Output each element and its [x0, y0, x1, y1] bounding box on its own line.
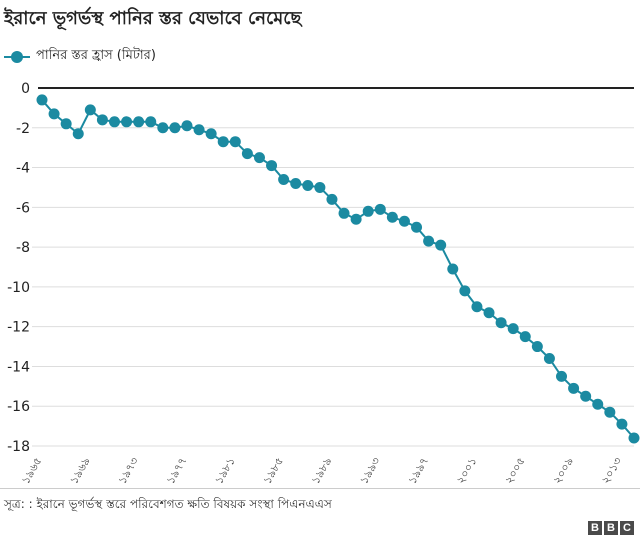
data-point	[459, 285, 471, 297]
data-point	[108, 116, 120, 128]
data-point	[229, 136, 241, 148]
data-point	[531, 341, 543, 353]
data-point	[157, 122, 169, 134]
y-tick-label: -2	[16, 121, 30, 137]
data-point	[48, 108, 60, 120]
footer-divider	[0, 488, 640, 489]
x-tick-label: ১৯৮৯	[309, 455, 335, 486]
data-point	[72, 128, 84, 140]
data-point	[568, 382, 580, 394]
data-point	[362, 205, 374, 217]
data-point	[133, 116, 145, 128]
data-point	[350, 213, 362, 225]
data-point	[447, 263, 459, 275]
data-point	[241, 148, 253, 160]
legend: পানির স্তর হ্রাস (মিটার)	[4, 46, 156, 67]
source-note: সূত্র: : ইরানে ভূগর্ভস্থ স্তরে পরিবেশগত …	[4, 497, 332, 511]
x-tick-label: ১৯৬৫	[19, 455, 45, 486]
series-line	[41, 99, 635, 439]
bbc-logo-letter: B	[588, 521, 602, 535]
data-point	[96, 114, 108, 126]
data-point	[253, 152, 265, 164]
x-tick-label: ১৯৯৩	[357, 455, 383, 486]
data-point	[435, 239, 447, 251]
data-point	[471, 301, 483, 313]
data-point	[556, 370, 568, 382]
data-point	[374, 203, 386, 215]
data-point	[507, 323, 519, 335]
data-point	[121, 116, 133, 128]
y-tick-label: 0	[21, 81, 30, 97]
data-point	[314, 181, 326, 193]
data-point	[543, 352, 555, 364]
bbc-logo-letter: B	[604, 521, 618, 535]
data-point	[181, 120, 193, 132]
data-point	[217, 136, 229, 148]
y-tick-label: -10	[7, 280, 30, 296]
x-tick-label: ২০০৫	[502, 455, 528, 486]
y-tick-label: -6	[16, 200, 30, 216]
x-tick-label: ২০০১	[454, 455, 480, 486]
data-point	[278, 173, 290, 185]
legend-marker-icon	[4, 50, 30, 64]
x-tick-label: ২০১৩	[599, 455, 625, 486]
data-point	[290, 177, 302, 189]
bbc-logo: B B C	[588, 521, 634, 535]
data-point	[592, 398, 604, 410]
y-tick-label: -14	[7, 359, 30, 375]
data-point	[398, 215, 410, 227]
x-tick-label: ১৯৭৩	[116, 455, 142, 486]
x-tick-label: ১৯৯৭	[406, 455, 432, 486]
x-tick-label: ১৯৮১	[212, 455, 238, 486]
data-point	[193, 124, 205, 136]
data-point	[628, 432, 640, 444]
data-point	[302, 179, 314, 191]
data-point	[145, 116, 157, 128]
y-tick-label: -12	[7, 320, 30, 336]
data-point	[60, 118, 72, 130]
bbc-logo-letter: C	[620, 521, 634, 535]
data-point	[266, 160, 278, 172]
y-tick-label: -8	[16, 240, 30, 256]
data-point	[411, 221, 423, 233]
y-tick-label: -18	[7, 439, 30, 455]
x-tick-label: ১৯৬৯	[67, 455, 93, 486]
data-point	[616, 418, 628, 430]
x-tick-label: ১৯৭৭	[164, 455, 190, 486]
data-point	[604, 406, 616, 418]
data-point	[169, 122, 181, 134]
data-point	[36, 94, 48, 106]
y-tick-label: -4	[16, 161, 30, 177]
data-point	[326, 193, 338, 205]
y-tick-label: -16	[7, 399, 30, 415]
data-point	[580, 390, 592, 402]
legend-label: পানির স্তর হ্রাস (মিটার)	[36, 48, 156, 63]
data-point	[84, 104, 96, 116]
data-point	[338, 207, 350, 219]
data-point	[423, 235, 435, 247]
data-point	[386, 211, 398, 223]
x-tick-label: ১৯৮৫	[261, 455, 287, 486]
data-point	[483, 307, 495, 319]
chart-title: ইরানে ভূগর্ভস্থ পানির স্তর যেভাবে নেমেছে	[4, 8, 302, 29]
data-point	[205, 128, 217, 140]
x-tick-label: ২০০৯	[551, 455, 577, 486]
data-point	[495, 317, 507, 329]
data-point	[519, 331, 531, 343]
